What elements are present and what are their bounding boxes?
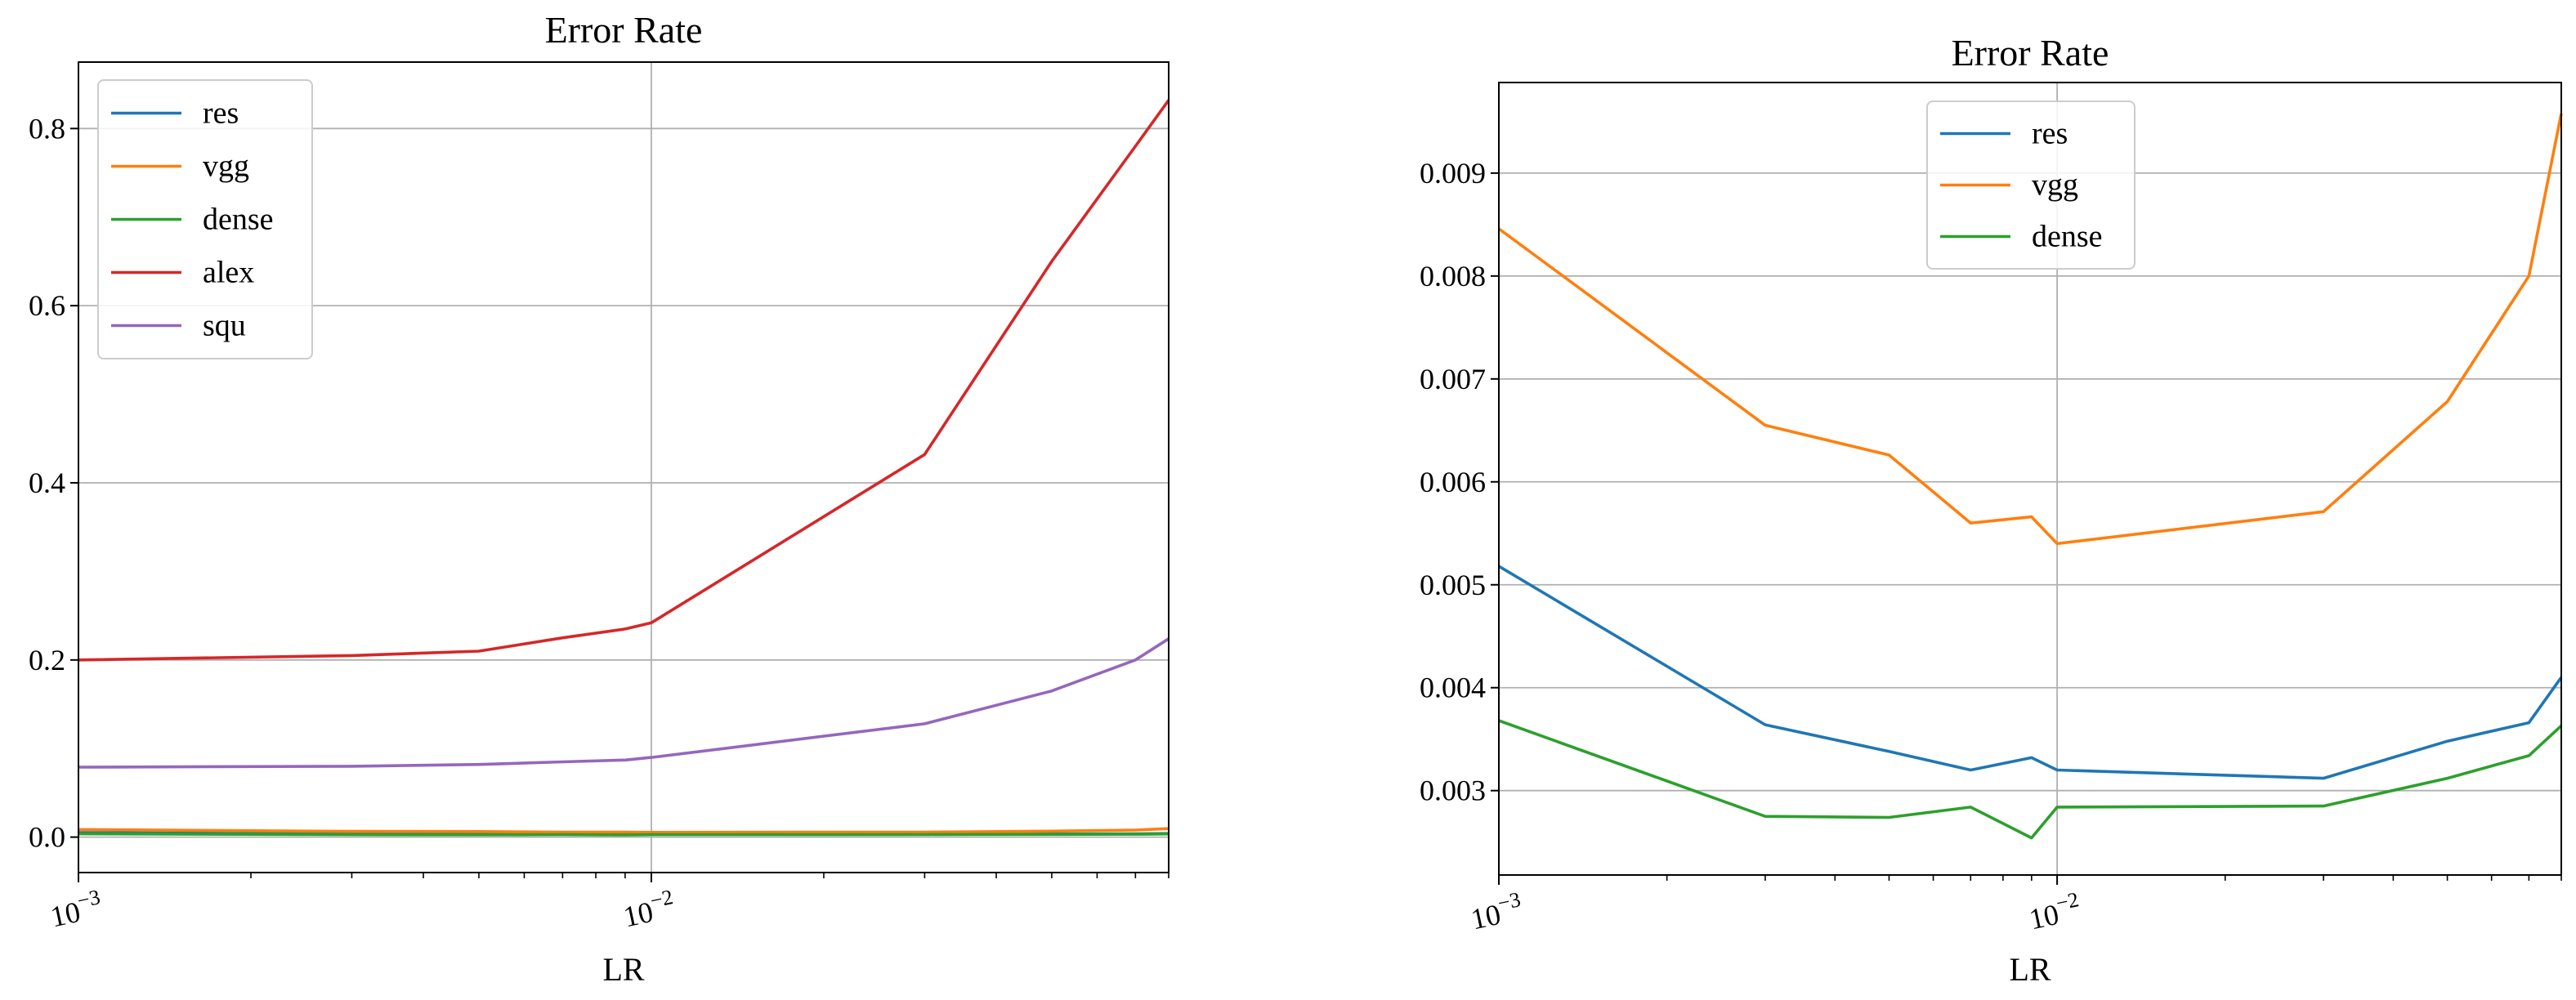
axes-frame xyxy=(78,61,1169,873)
chart-1: 0.0 0.2 0.4 0.6 0.8 10−3 10−2 Error Rate LR res vg… xyxy=(29,9,1170,988)
series-line-squ xyxy=(78,637,1169,769)
series-line-dense xyxy=(78,832,1169,837)
legend-box xyxy=(97,79,313,359)
chart-title: Error Rate xyxy=(1952,32,2109,74)
chart-2: 0.003 0.004 0.005 0.006 0.007 0.008 0.009 10−3 1… xyxy=(1420,32,2563,988)
x-tick-label: 10−2 xyxy=(2025,887,2084,935)
y-tick-label: 0.007 xyxy=(1420,363,1486,395)
y-tick-label: 0.4 xyxy=(29,467,65,499)
series-line-vgg xyxy=(78,827,1169,834)
x-axis-label: LR xyxy=(602,951,644,988)
y-tick-label: 0.004 xyxy=(1420,672,1486,704)
series-line-dense xyxy=(1498,719,2563,840)
legend: res vgg dense alex squ xyxy=(97,79,313,359)
y-tick-label: 0.005 xyxy=(1420,569,1486,601)
series-line-vgg xyxy=(1497,113,2563,546)
y-tick-label: 0.8 xyxy=(29,112,65,145)
legend-label-res: res xyxy=(2032,117,2068,151)
y-tick-label: 0.008 xyxy=(1420,260,1486,292)
legend: res vgg dense xyxy=(1926,100,2135,270)
legend-label-dense: dense xyxy=(203,203,274,237)
legend-box xyxy=(1926,100,2135,270)
x-tick-label: 10−2 xyxy=(619,885,678,933)
legend-label-alex: alex xyxy=(203,256,254,290)
x-tick-label: 10−3 xyxy=(1467,887,1526,935)
legend-label-vgg: vgg xyxy=(2032,168,2078,203)
x-tick-label: 10−3 xyxy=(47,885,105,933)
y-tick-label: 0.2 xyxy=(29,644,65,676)
y-tick-label: 0.009 xyxy=(1420,157,1486,190)
legend-label-vgg: vgg xyxy=(203,150,249,184)
series-line-alex xyxy=(78,99,1170,662)
y-tick-label: 0.6 xyxy=(29,289,65,322)
y-tick-label: 0.006 xyxy=(1420,466,1486,498)
series-line-res xyxy=(1498,565,2563,780)
y-tick-label: 0.0 xyxy=(29,821,65,854)
y-tick-label: 0.003 xyxy=(1420,775,1486,807)
chart-title: Error Rate xyxy=(545,9,703,51)
legend-label-res: res xyxy=(203,96,239,131)
axes-frame xyxy=(1498,82,2562,876)
legend-label-dense: dense xyxy=(2032,220,2103,254)
legend-label-squ: squ xyxy=(203,309,246,343)
x-axis-label: LR xyxy=(2009,951,2051,988)
